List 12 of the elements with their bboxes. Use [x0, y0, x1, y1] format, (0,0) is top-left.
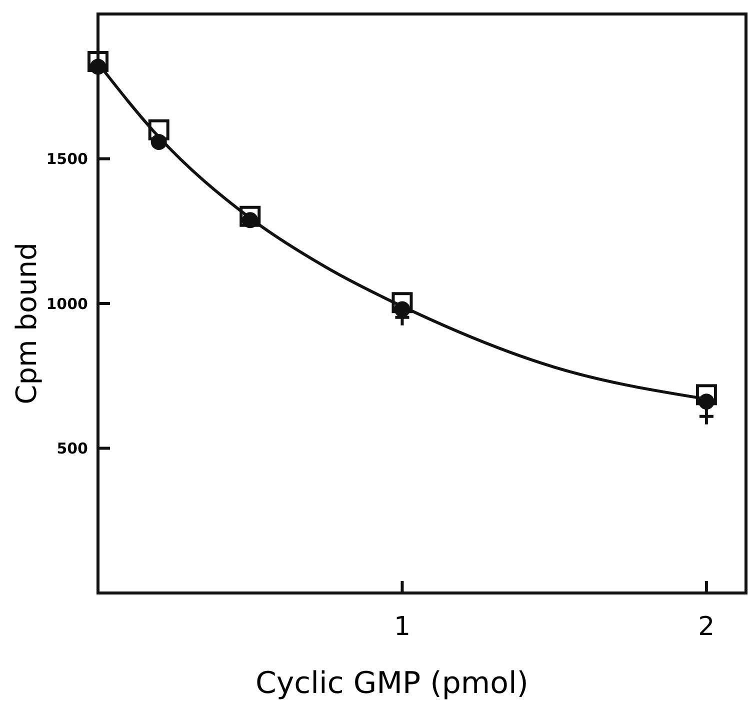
y-tick-label: 500	[56, 440, 88, 458]
point	[392, 292, 413, 314]
y-tick-label: 1000	[46, 294, 88, 313]
y-axis-title: Cpm bound	[10, 242, 43, 404]
x-tick-label: 2	[698, 612, 715, 642]
point	[696, 384, 717, 406]
point	[148, 119, 170, 140]
point	[240, 206, 261, 227]
point	[88, 50, 108, 72]
y-tick-label: 1500	[46, 150, 88, 168]
x-axis-title: Cyclic GMP (pmol)	[255, 666, 529, 701]
x-tick-label: 1	[394, 612, 410, 642]
